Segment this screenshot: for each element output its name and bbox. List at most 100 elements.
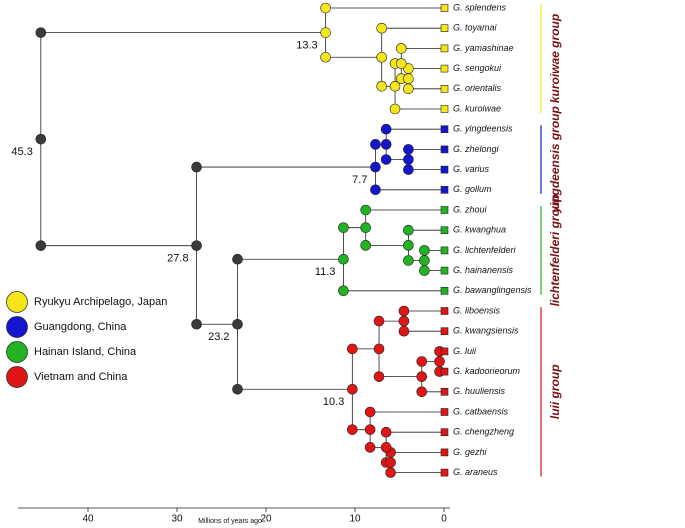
group-label: luii group bbox=[548, 364, 562, 419]
tip-label: G. kwanghua bbox=[453, 225, 506, 235]
tip-label: G. zhelongi bbox=[453, 144, 500, 154]
node bbox=[191, 240, 202, 251]
legend-swatch bbox=[6, 291, 28, 313]
node-age: 7.7 bbox=[352, 174, 367, 186]
node-state bbox=[232, 253, 243, 265]
tip-label: G. hainanensis bbox=[453, 265, 514, 275]
node-state bbox=[370, 184, 381, 196]
tip-label: G. catbaensis bbox=[453, 406, 509, 416]
tip-label: G. araneus bbox=[453, 467, 498, 477]
node-state bbox=[385, 467, 396, 478]
tip-label: G. kadoorieorum bbox=[453, 366, 521, 376]
tip-label: G. lichtenfelderi bbox=[453, 245, 517, 255]
node-state bbox=[232, 383, 243, 395]
node-state bbox=[364, 406, 376, 418]
tip-label: G. gezhi bbox=[453, 447, 488, 457]
tip-marker bbox=[440, 367, 449, 376]
tip-marker bbox=[440, 327, 449, 336]
node-state bbox=[403, 83, 414, 95]
edges bbox=[40, 7, 444, 474]
node-state bbox=[403, 224, 414, 236]
node-age: 10.3 bbox=[323, 396, 344, 408]
tip-marker bbox=[440, 105, 449, 113]
node-state bbox=[376, 80, 388, 92]
legend-label: Guangdong, China bbox=[34, 321, 127, 333]
node bbox=[35, 133, 47, 145]
node-state bbox=[389, 103, 401, 115]
tip-marker bbox=[440, 246, 449, 255]
tip-label: G. splendens bbox=[453, 2, 507, 12]
node-state bbox=[380, 154, 392, 165]
node-age: 45.3 bbox=[11, 146, 32, 158]
node-state bbox=[403, 255, 414, 266]
node-state bbox=[320, 51, 331, 63]
tip-marker bbox=[440, 24, 449, 33]
legend-swatch bbox=[6, 316, 28, 338]
tip-marker bbox=[440, 408, 449, 416]
node bbox=[338, 253, 349, 265]
tip-label: G. zhoui bbox=[453, 204, 488, 214]
tip-marker bbox=[440, 448, 449, 457]
tip-marker bbox=[440, 186, 449, 194]
tip-marker bbox=[440, 85, 449, 93]
tip-marker bbox=[440, 266, 449, 275]
axis-tick-label: 20 bbox=[260, 514, 272, 525]
node-state bbox=[403, 164, 414, 175]
node bbox=[416, 371, 428, 382]
axis-tick-label: 40 bbox=[82, 514, 94, 525]
axis-tick-label: 30 bbox=[171, 514, 183, 525]
node-age: 13.3 bbox=[296, 40, 317, 52]
node bbox=[370, 161, 381, 173]
tip-label: G. yamashinae bbox=[453, 43, 514, 53]
node bbox=[398, 315, 410, 327]
node bbox=[395, 58, 407, 69]
tip-label: G. yingdeensis bbox=[453, 124, 513, 134]
group-label: kuroiwae group bbox=[548, 14, 562, 103]
tip-label: G. luii bbox=[453, 346, 477, 356]
group-label: yingdeensis group bbox=[548, 106, 562, 214]
axis-label: Millions of years ago bbox=[198, 518, 262, 525]
node-state bbox=[360, 240, 371, 251]
node-age: 11.3 bbox=[315, 266, 336, 278]
tip-marker bbox=[440, 145, 449, 154]
legend-swatch bbox=[6, 366, 28, 388]
tip-marker bbox=[440, 165, 449, 174]
tip-label: G. huuliensis bbox=[453, 386, 506, 396]
node-state bbox=[403, 144, 414, 155]
node-state bbox=[416, 386, 428, 398]
tip-label: G. toyamai bbox=[453, 23, 498, 33]
tip-marker bbox=[440, 387, 449, 396]
node bbox=[380, 139, 392, 150]
tip-label: G. chengzheng bbox=[453, 427, 514, 437]
node bbox=[419, 255, 430, 266]
legend-label: Ryukyu Archipelago, Japan bbox=[34, 296, 167, 308]
node-state bbox=[373, 371, 385, 382]
axis-tick-label: 10 bbox=[349, 514, 361, 525]
node bbox=[320, 27, 331, 38]
node bbox=[232, 318, 243, 330]
tip-marker bbox=[440, 468, 449, 477]
tip-label: G. gollum bbox=[453, 184, 492, 194]
node bbox=[364, 424, 376, 435]
tip-label: G. orientalis bbox=[453, 83, 502, 93]
node bbox=[434, 356, 445, 367]
node-state bbox=[347, 424, 358, 435]
group-label: lichtenfelderi group bbox=[548, 194, 562, 306]
node bbox=[403, 154, 414, 165]
tip-label: G. kuroiwae bbox=[453, 103, 501, 113]
legend-swatch bbox=[6, 341, 28, 363]
tip-label: G. liboensis bbox=[453, 305, 501, 315]
tip-marker bbox=[440, 44, 449, 53]
tip-label: G. kwangsiensis bbox=[453, 326, 519, 336]
node-state bbox=[380, 426, 392, 438]
node-state bbox=[347, 343, 358, 355]
tip-label: G. varius bbox=[453, 164, 490, 174]
legend-label: Vietnam and China bbox=[34, 371, 128, 383]
node-state bbox=[338, 222, 349, 233]
axis-tick-label: 0 bbox=[441, 514, 447, 525]
tip-marker bbox=[440, 4, 449, 12]
node bbox=[403, 240, 414, 251]
node bbox=[380, 442, 392, 453]
node-state bbox=[35, 240, 47, 251]
